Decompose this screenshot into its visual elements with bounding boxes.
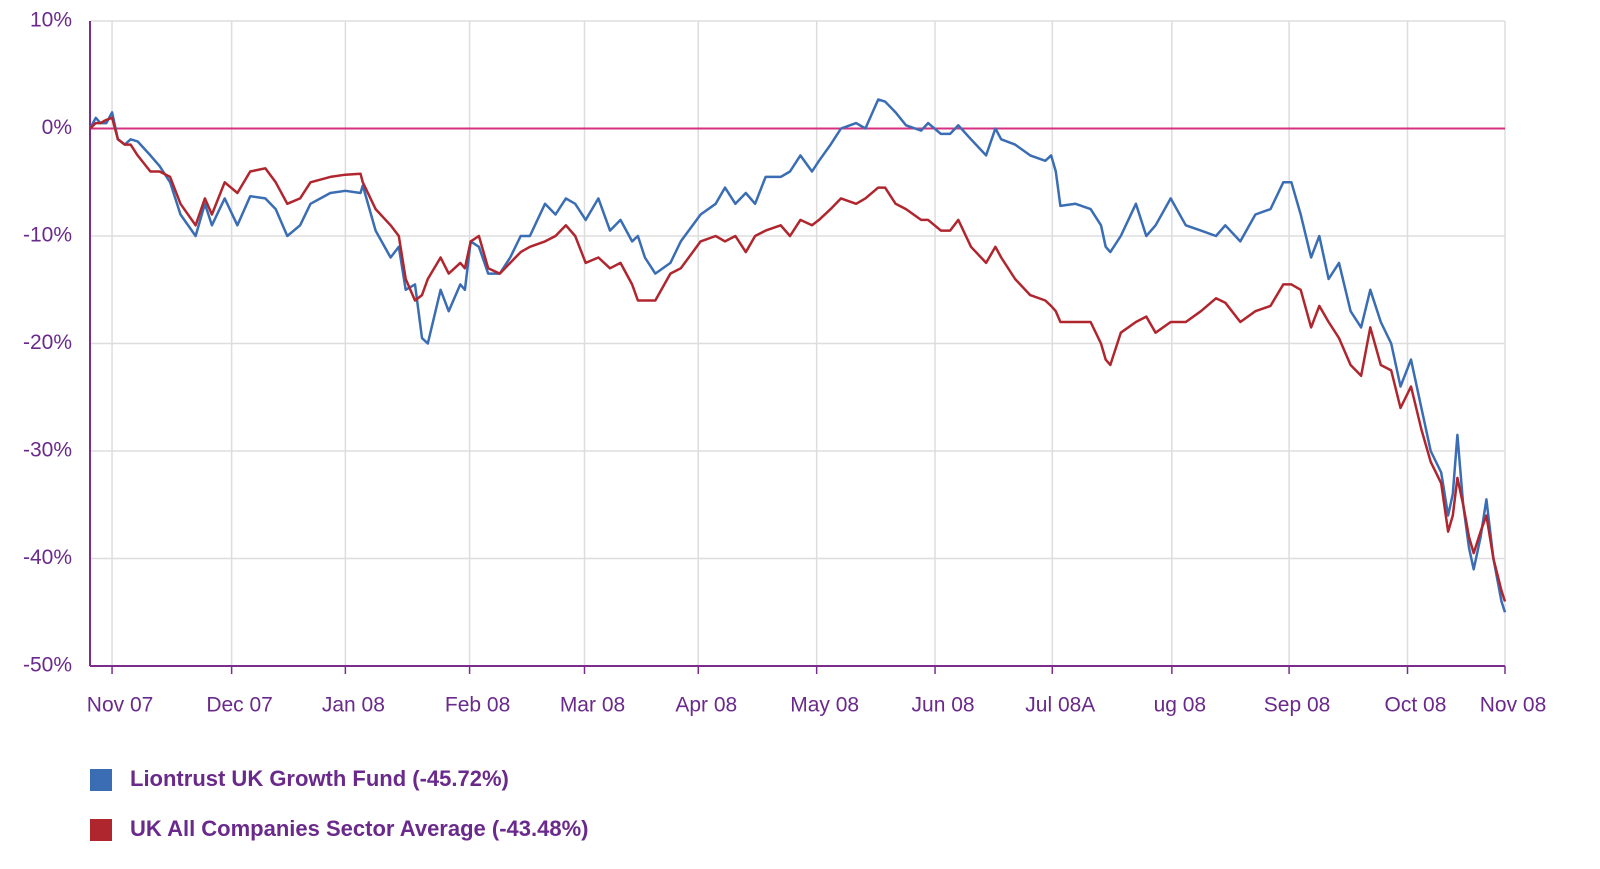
x-tick-label: Oct 08 [1385,694,1447,717]
legend-text: UK All Companies Sector Average (-43.48%… [130,816,588,841]
x-tick-label: Jan 08 [322,694,385,717]
y-tick-label: 10% [30,9,72,32]
series-line [88,98,1507,613]
x-tick-label: Jul 08A [1025,694,1095,717]
legend-text: Liontrust UK Growth Fund (-45.72%) [130,766,509,791]
y-tick-label: -20% [23,331,72,354]
series-line [89,116,1507,602]
x-tick-label: Sep 08 [1264,694,1331,717]
y-tick-label: -40% [23,546,72,569]
x-tick-label: Apr 08 [675,694,737,717]
y-tick-label: -30% [23,439,72,462]
legend-swatch [90,819,112,841]
x-tick-label: Nov 08 [1480,694,1547,717]
x-tick-label: Mar 08 [560,694,625,717]
x-tick-label: Nov 07 [87,694,154,717]
y-tick-label: 0% [42,116,72,139]
x-tick-label: ug 08 [1154,694,1207,717]
y-tick-label: -50% [23,654,72,677]
x-tick-label: Jun 08 [912,694,975,717]
y-tick-label: -10% [23,224,72,247]
legend-swatch [90,769,112,791]
x-tick-label: Feb 08 [445,694,510,717]
x-tick-label: Dec 07 [206,694,273,717]
x-tick-label: May 08 [790,694,859,717]
